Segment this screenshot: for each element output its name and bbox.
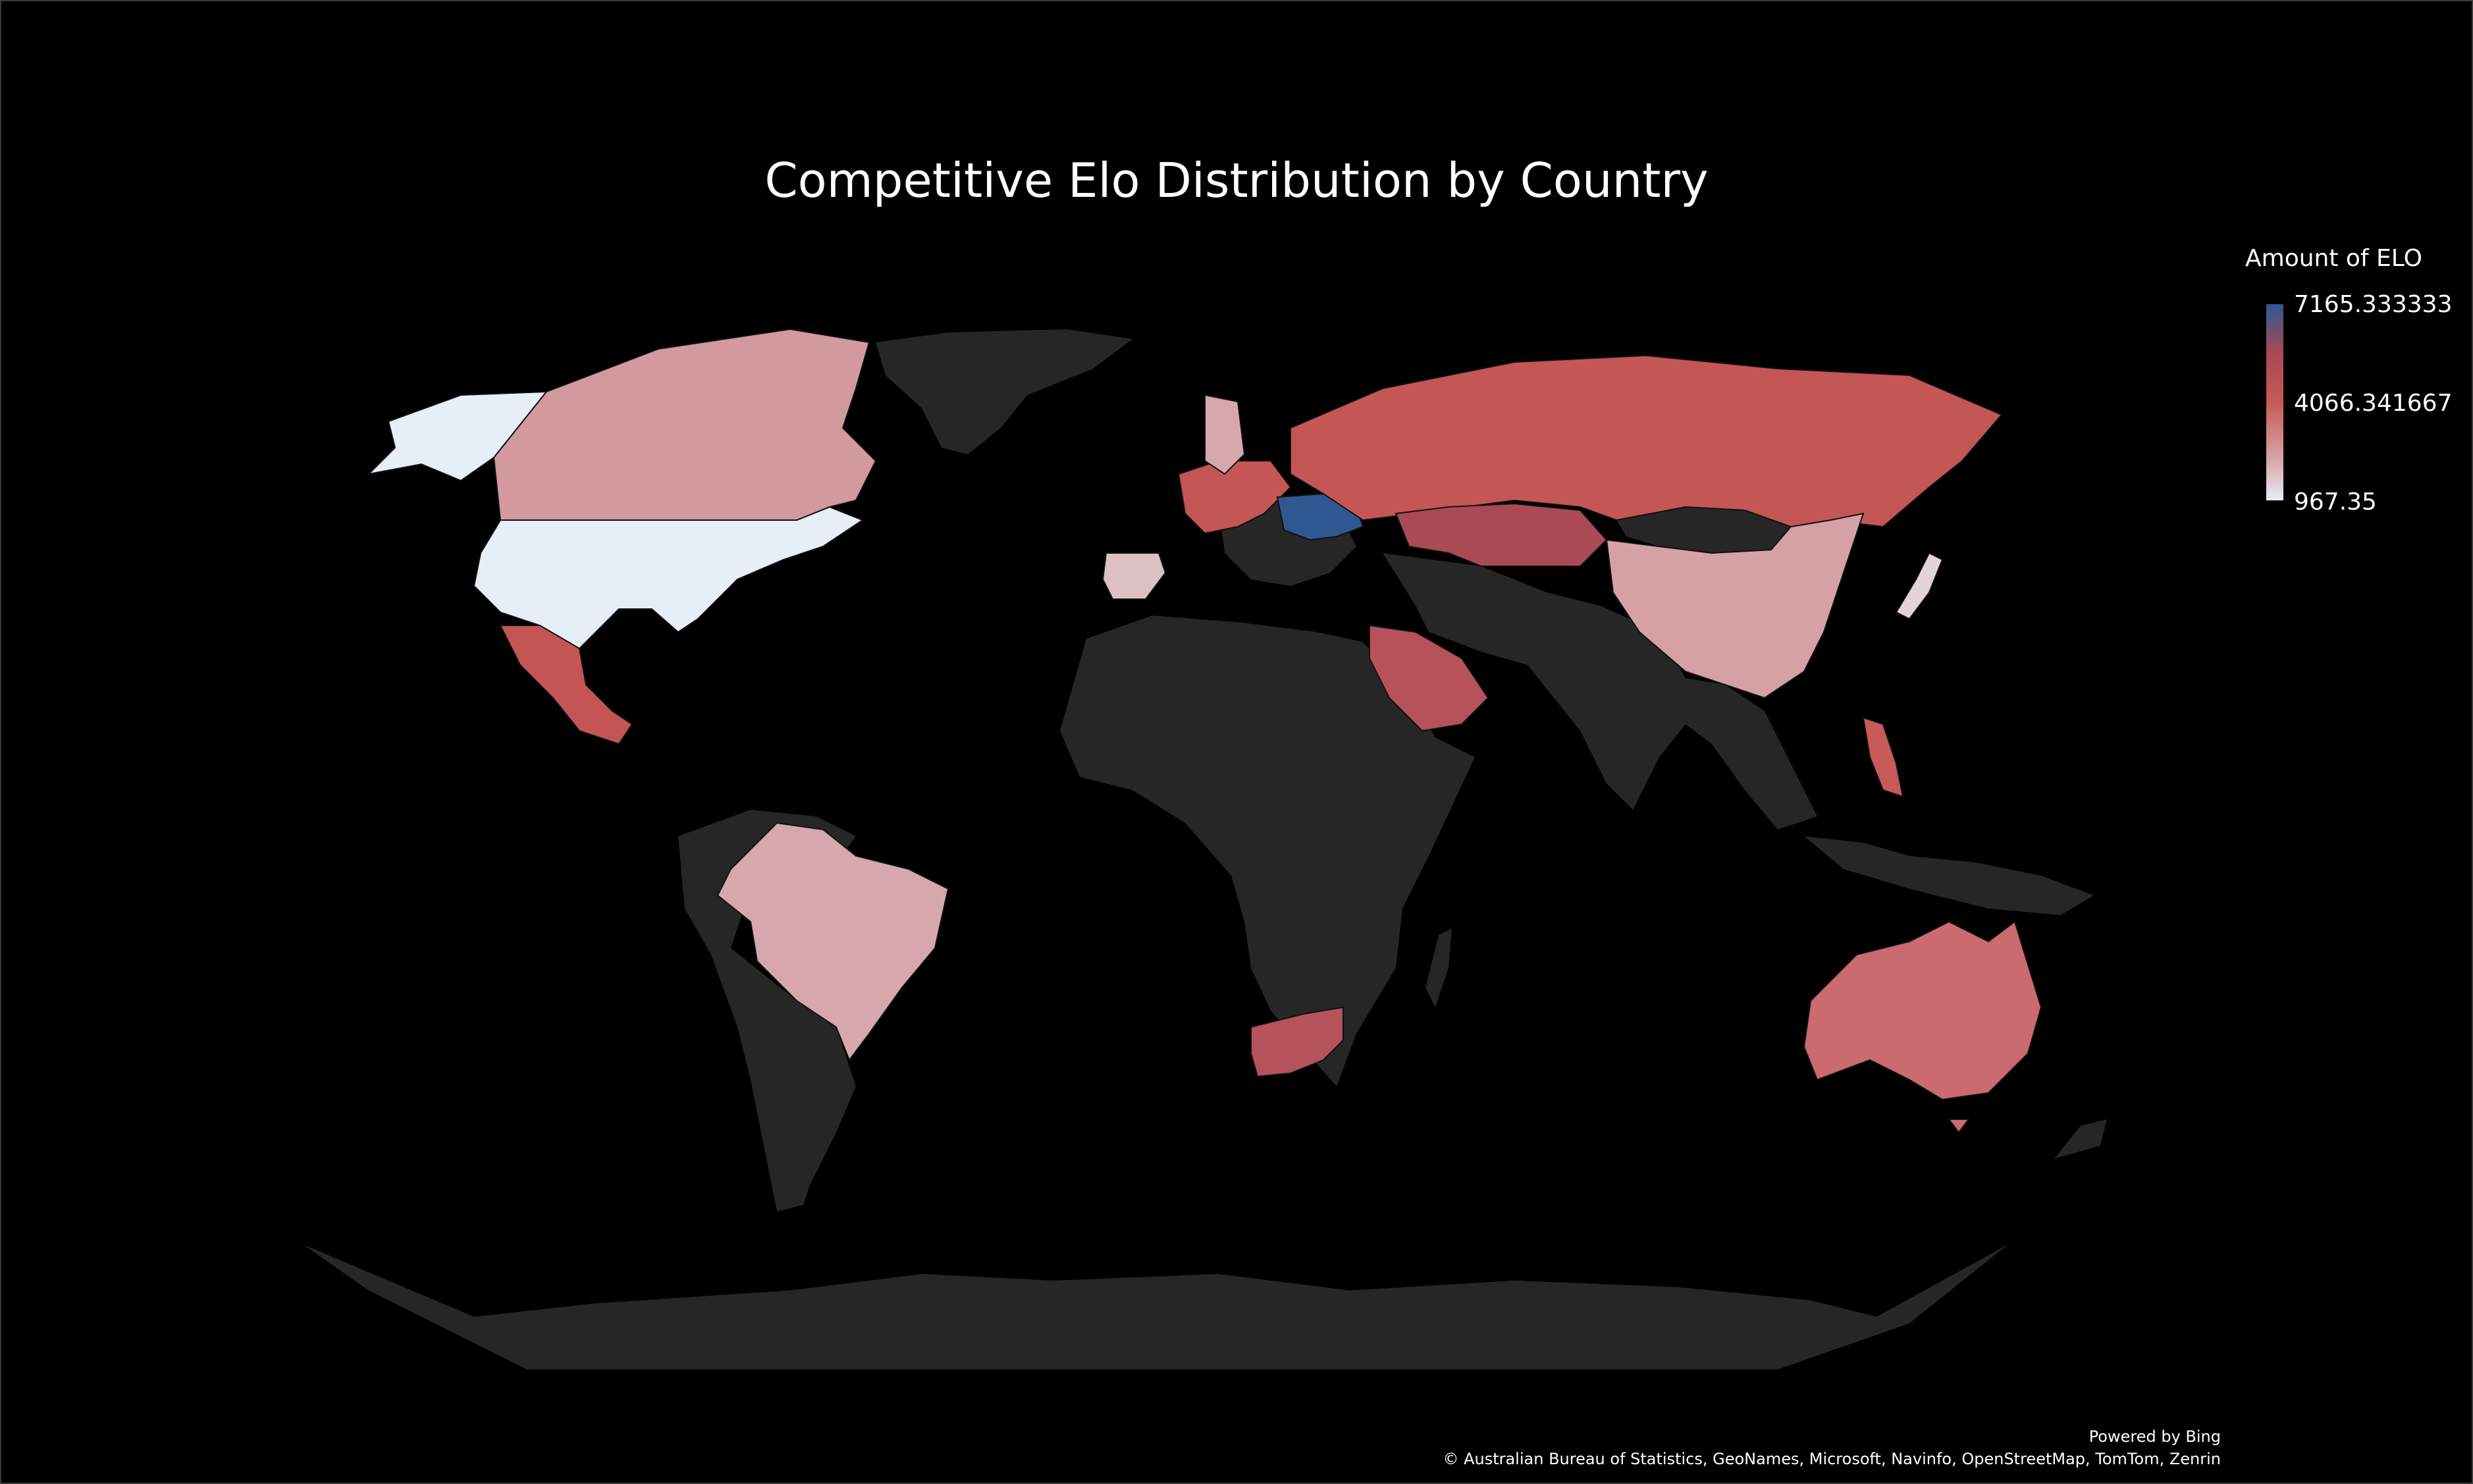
legend-color-scale [2266, 304, 2283, 500]
country-mexico[interactable] [499, 625, 633, 745]
africa [1060, 616, 1475, 1086]
country-south-africa[interactable] [1250, 1006, 1344, 1078]
legend: Amount of ELO 7165.333333 4066.341667 96… [2245, 245, 2453, 516]
legend-min-label: 967.35 [2294, 489, 2377, 516]
country-brazil[interactable] [716, 822, 949, 1062]
powered-by-text: Powered by Bing [2088, 1427, 2221, 1446]
new-zealand [2054, 1119, 2107, 1159]
country-canada[interactable] [492, 328, 877, 521]
legend-mid-label: 4066.341667 [2294, 390, 2453, 417]
legend-max-label: 7165.333333 [2294, 291, 2453, 318]
attribution-text: © Australian Bureau of Statistics, GeoNa… [1443, 1450, 2221, 1468]
country-tasmania[interactable] [1948, 1119, 1970, 1134]
indonesia [1804, 836, 2094, 915]
south-america-rest [678, 810, 856, 1211]
country-scandinavia[interactable] [1204, 394, 1246, 475]
chart-title: Competitive Elo Distribution by Country [764, 153, 1709, 208]
country-russia[interactable] [1290, 354, 2003, 528]
madagascar [1425, 928, 1452, 1007]
mongolia [1616, 507, 1791, 553]
country-usa-alaska[interactable] [367, 390, 548, 482]
country-spain[interactable] [1102, 552, 1167, 600]
country-china[interactable] [1605, 512, 1865, 699]
country-philippines[interactable] [1862, 716, 1904, 798]
south-asia [1383, 553, 1817, 830]
country-australia[interactable] [1803, 920, 2042, 1101]
antarctica [303, 1244, 2008, 1369]
country-saudi-arabia[interactable] [1369, 624, 1489, 732]
greenland [876, 329, 1132, 454]
country-japan[interactable] [1895, 552, 1944, 620]
footer: Powered by Bing © Australian Bureau of S… [1443, 1427, 2221, 1468]
country-kazakhstan[interactable] [1395, 502, 1608, 567]
country-usa[interactable] [473, 506, 864, 650]
legend-title: Amount of ELO [2245, 245, 2422, 272]
